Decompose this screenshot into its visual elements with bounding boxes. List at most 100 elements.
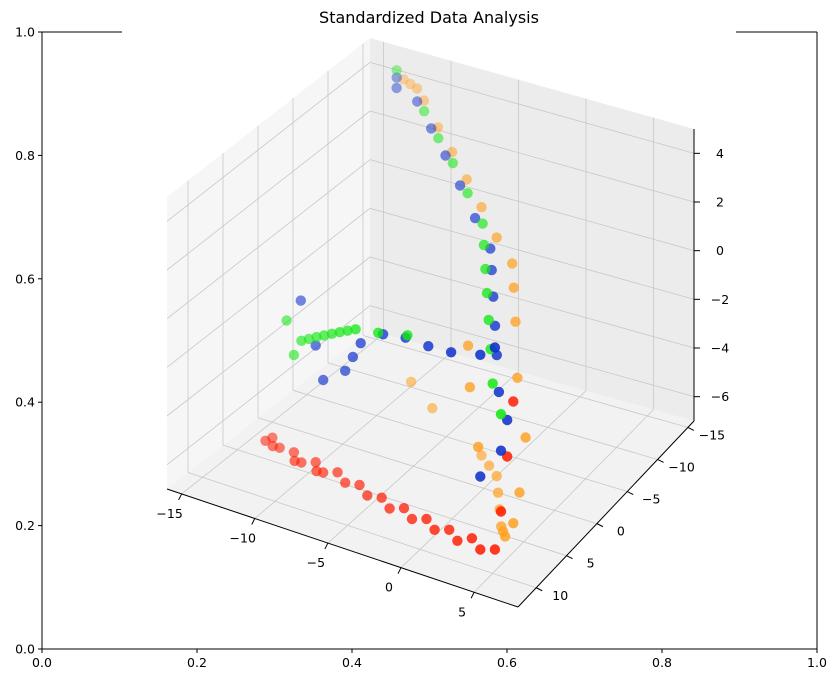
y-tick-mark xyxy=(596,523,604,528)
scatter-point xyxy=(507,258,518,269)
grid-line-z-left xyxy=(166,256,371,417)
y-tick-label: 10 xyxy=(552,588,568,603)
z-tick-label: −2 xyxy=(711,292,729,307)
scatter-point xyxy=(311,465,322,477)
x-tick-mark xyxy=(251,518,256,525)
scatter-point xyxy=(318,330,330,341)
scatter-point xyxy=(508,282,519,293)
z-tick-label: 0 xyxy=(716,243,724,258)
scatter-point xyxy=(288,349,300,361)
scatter-point xyxy=(489,544,501,555)
y-tick-label: −15 xyxy=(699,427,725,442)
scatter-point xyxy=(445,347,457,358)
scatter-point xyxy=(355,338,366,349)
scatter-point xyxy=(318,374,329,386)
y-tick-label: 0 xyxy=(617,524,625,539)
scatter-point xyxy=(478,239,490,251)
axes3d-axis-lines xyxy=(166,129,695,608)
grid-line-z-right xyxy=(369,110,695,203)
scatter-point xyxy=(489,342,501,353)
scatter-point xyxy=(310,340,321,351)
scatter-point xyxy=(510,316,521,327)
y-tick-label: 5 xyxy=(587,556,595,571)
grid-line-x-floor xyxy=(254,352,452,519)
grid-line-x-floor xyxy=(473,409,654,593)
scatter-point xyxy=(418,95,430,106)
outer-x-tick-label: 0.8 xyxy=(652,655,672,670)
scatter-point xyxy=(454,180,466,191)
scatter-point xyxy=(421,513,432,525)
outer-x-tick-label: 0.0 xyxy=(32,655,52,670)
scatter-point xyxy=(483,460,495,471)
scatter-point xyxy=(473,441,484,453)
scatter-point xyxy=(350,324,361,335)
floor-pane xyxy=(167,330,694,607)
grid-line-z-left xyxy=(166,159,371,319)
x-tick-mark xyxy=(397,567,402,574)
outer-y-tick-label: 0.4 xyxy=(15,395,35,410)
scatter-point xyxy=(391,82,402,94)
scatter-point xyxy=(508,396,519,407)
scatter-point xyxy=(495,445,507,456)
x-tick-label: 0 xyxy=(385,580,393,595)
scatter-point xyxy=(347,351,359,363)
outer-axes: 0.0 0.2 0.4 0.6 0.8 1.0 0.0 0.2 0.4 0.6 0.8 1.0 xyxy=(15,25,827,671)
z-tick-label: 2 xyxy=(716,195,724,210)
grid-line-z-right xyxy=(369,305,695,398)
chart-title: Standardized Data Analysis xyxy=(319,8,539,27)
outer-x-tick-label: 0.4 xyxy=(342,655,362,670)
grid-line-x-floor xyxy=(327,371,519,544)
scatter-point xyxy=(373,327,384,338)
scatter-point xyxy=(476,450,487,461)
x-tick-label: 5 xyxy=(458,604,466,619)
outer-y-ticks: 0.0 0.2 0.4 0.6 0.8 1.0 xyxy=(15,25,42,657)
scatter-point xyxy=(444,524,455,535)
scatter-point xyxy=(398,503,410,514)
scatter-point xyxy=(402,330,413,341)
outer-y-tick-label: 0.8 xyxy=(15,148,35,163)
scatter-point xyxy=(418,106,430,117)
grid-line-z-left xyxy=(166,62,371,222)
scatter-point xyxy=(491,232,502,243)
grid-line-y-floor xyxy=(187,472,537,589)
scatter-point xyxy=(475,471,486,482)
scatter-point xyxy=(429,524,440,535)
scatter-point xyxy=(391,72,402,83)
grid-line-y-floor xyxy=(327,362,658,460)
scatter-point xyxy=(487,378,498,389)
scatter-point xyxy=(495,409,507,420)
scatter-point xyxy=(491,470,502,482)
scatter-point xyxy=(427,403,438,414)
scatter-point xyxy=(512,372,523,383)
grid-line-z-right xyxy=(369,256,695,349)
grid-line-z-left xyxy=(166,208,371,368)
x-tick-label: −15 xyxy=(156,506,182,521)
scatter-point xyxy=(462,340,474,351)
scatter-point xyxy=(514,487,525,498)
scatter-point xyxy=(362,490,373,501)
scatter-point xyxy=(495,506,507,517)
outer-y-tick-label: 0.6 xyxy=(15,271,35,286)
scatter-point xyxy=(295,295,306,306)
scatter-point xyxy=(423,341,434,352)
scatter-point xyxy=(481,287,493,299)
scatter-point xyxy=(433,133,444,144)
x-tick-mark xyxy=(178,493,183,501)
scatter-point xyxy=(332,467,343,478)
x-tick-mark xyxy=(470,592,475,599)
grid-line-y-floor xyxy=(292,389,628,492)
scatter-point xyxy=(464,382,476,393)
outer-x-ticks: 0.0 0.2 0.4 0.6 0.8 1.0 xyxy=(32,649,827,670)
z-tick-label: 4 xyxy=(716,146,724,161)
scatter-point xyxy=(469,212,481,224)
scatter-point xyxy=(326,328,338,339)
scatter-point xyxy=(480,263,491,275)
scatter-point xyxy=(289,455,300,467)
x-tick-label: −5 xyxy=(307,555,325,570)
x-tick-mark xyxy=(324,542,329,550)
outer-y-tick-label: 0.0 xyxy=(15,642,35,657)
x-tick-label: −10 xyxy=(230,531,256,546)
scatter-point xyxy=(411,83,423,94)
scatter-point xyxy=(462,188,473,199)
